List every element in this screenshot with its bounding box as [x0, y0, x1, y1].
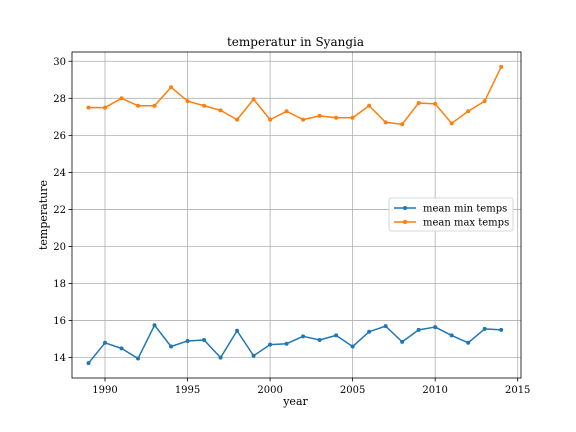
data-point-mean-max-temps: [334, 115, 339, 120]
data-point-mean-max-temps: [103, 105, 108, 110]
data-point-mean-min-temps: [482, 326, 487, 331]
x-tick-label: 2010: [422, 385, 447, 396]
data-point-mean-max-temps: [416, 100, 421, 105]
data-point-mean-max-temps: [235, 117, 240, 122]
data-point-mean-min-temps: [466, 340, 471, 345]
x-tick-label: 2015: [505, 385, 530, 396]
data-point-mean-max-temps: [482, 99, 487, 104]
x-axis-label: year: [282, 395, 308, 408]
data-point-mean-max-temps: [383, 120, 388, 125]
data-point-mean-min-temps: [284, 341, 289, 346]
data-point-mean-min-temps: [86, 361, 91, 366]
data-point-mean-max-temps: [251, 97, 256, 102]
data-point-mean-max-temps: [86, 105, 91, 110]
data-point-mean-max-temps: [218, 108, 223, 113]
data-point-mean-max-temps: [449, 121, 454, 126]
data-point-mean-min-temps: [449, 333, 454, 338]
data-point-mean-max-temps: [152, 103, 157, 108]
data-point-mean-min-temps: [317, 338, 322, 343]
data-point-mean-min-temps: [235, 328, 240, 333]
y-tick-label: 16: [53, 316, 66, 327]
legend-label-mean-min-temps: mean min temps: [423, 204, 507, 215]
data-point-mean-max-temps: [136, 103, 141, 108]
y-tick-label: 18: [53, 279, 66, 290]
x-axis-ticks: 1990 1995 2000 2005 2010 2015: [92, 378, 530, 396]
data-point-mean-max-temps: [119, 96, 124, 101]
y-axis-ticks: 14 16 18 20 22 24 26 28 30: [53, 57, 72, 364]
y-tick-label: 24: [53, 168, 66, 179]
data-point-mean-max-temps: [367, 103, 372, 108]
data-point-mean-max-temps: [466, 109, 471, 114]
y-tick-label: 28: [53, 94, 66, 105]
data-point-mean-max-temps: [202, 103, 207, 108]
y-tick-label: 20: [53, 242, 66, 253]
data-point-mean-min-temps: [433, 325, 438, 330]
data-point-mean-min-temps: [169, 344, 174, 349]
y-tick-label: 22: [53, 205, 66, 216]
x-tick-label: 2005: [340, 385, 365, 396]
chart-title: temperatur in Syangia: [227, 35, 364, 49]
data-point-mean-min-temps: [136, 356, 141, 361]
data-point-mean-min-temps: [119, 346, 124, 351]
data-point-mean-min-temps: [185, 338, 190, 343]
data-point-mean-min-temps: [268, 342, 273, 347]
data-point-mean-min-temps: [400, 339, 405, 344]
data-point-mean-min-temps: [301, 334, 306, 339]
data-point-mean-min-temps: [499, 327, 504, 332]
plot-frame: [71, 51, 522, 379]
data-point-mean-min-temps: [383, 324, 388, 329]
data-point-mean-max-temps: [268, 117, 273, 122]
data-point-mean-min-temps: [350, 344, 355, 349]
y-tick-label: 26: [53, 131, 66, 142]
data-point-mean-max-temps: [317, 113, 322, 118]
data-point-mean-min-temps: [152, 323, 157, 328]
legend-marker-mean-min-temps: [403, 206, 407, 210]
data-point-mean-max-temps: [433, 101, 438, 106]
data-point-mean-min-temps: [334, 333, 339, 338]
data-point-mean-max-temps: [185, 99, 190, 104]
x-tick-label: 1990: [92, 385, 117, 396]
legend: mean min temps mean max temps: [388, 197, 514, 232]
legend-marker-mean-max-temps: [403, 220, 407, 224]
x-tick-label: 2000: [257, 385, 282, 396]
data-point-mean-min-temps: [202, 338, 207, 343]
series-group: [86, 64, 504, 366]
y-tick-label: 14: [53, 353, 66, 364]
y-tick-label: 30: [53, 57, 66, 68]
data-point-mean-min-temps: [251, 353, 256, 358]
series-line-mean-min-temps: [87, 324, 502, 364]
data-point-mean-min-temps: [103, 340, 108, 345]
data-point-mean-max-temps: [169, 85, 174, 90]
x-tick-label: 1995: [175, 385, 200, 396]
data-point-mean-max-temps: [284, 109, 289, 114]
data-point-mean-min-temps: [416, 327, 421, 332]
data-point-mean-min-temps: [218, 355, 223, 360]
data-point-mean-min-temps: [367, 329, 372, 334]
data-point-mean-max-temps: [400, 122, 405, 127]
y-axis-label: temperature: [37, 180, 50, 250]
legend-box: [388, 197, 514, 232]
data-point-mean-max-temps: [499, 64, 504, 69]
data-point-mean-max-temps: [301, 117, 306, 122]
series-line-mean-max-temps: [88, 66, 502, 125]
data-point-mean-max-temps: [350, 115, 355, 120]
legend-label-mean-max-temps: mean max temps: [423, 218, 509, 229]
